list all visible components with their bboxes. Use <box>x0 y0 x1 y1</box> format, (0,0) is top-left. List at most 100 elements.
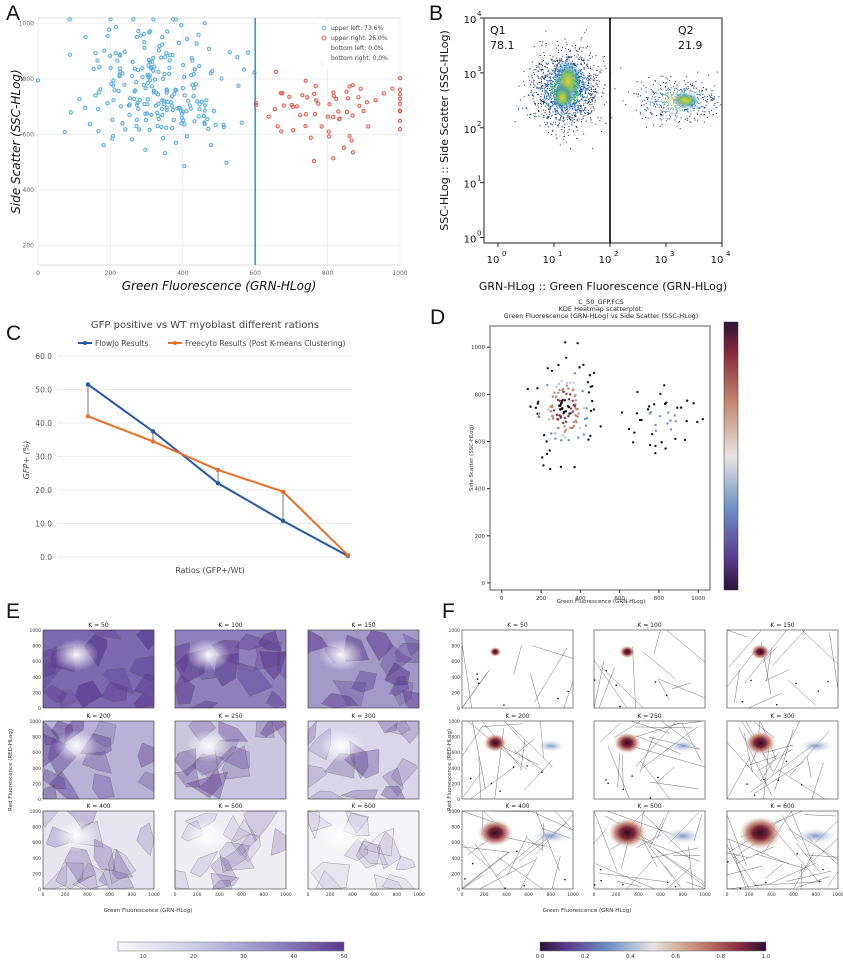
plot-b-event <box>576 129 578 131</box>
plot-b-event <box>572 130 574 132</box>
plot-b-event <box>580 39 582 41</box>
plot-b-event <box>537 75 539 77</box>
plot-f-ytick-label: 200 <box>451 690 460 696</box>
plot-a-point <box>381 91 387 96</box>
plot-b-event <box>597 66 599 68</box>
plot-b-event <box>541 82 543 84</box>
plot-b-event <box>592 89 594 91</box>
plot-b-event <box>562 55 564 57</box>
plot-b-event <box>584 92 586 94</box>
plot-d-point <box>560 399 564 403</box>
plot-d-point <box>562 387 565 391</box>
plot-f-voronoi-edge <box>462 772 482 798</box>
plot-b-event <box>593 78 595 80</box>
plot-b-event <box>573 102 575 104</box>
plot-b-event <box>538 106 540 108</box>
plot-b-event <box>665 101 667 103</box>
plot-b-event <box>549 54 551 56</box>
plot-d-point <box>561 421 565 425</box>
plot-f-point <box>741 700 744 703</box>
plot-b-event <box>579 56 581 58</box>
plot-a-point <box>129 73 135 79</box>
plot-b-event <box>590 95 592 97</box>
plot-b-event <box>567 134 569 136</box>
plot-b-event <box>575 105 577 107</box>
plot-f-voronoi-edge <box>593 810 618 872</box>
plot-e-xtick-label: 400 <box>215 892 224 898</box>
plot-a-point <box>98 87 103 92</box>
plot-e-voronoi-cell <box>42 684 68 704</box>
plot-a-point <box>184 109 189 114</box>
plot-b-event <box>687 85 689 87</box>
plot-b-event <box>679 110 681 112</box>
plot-b-xtick-label: 10 <box>655 255 668 266</box>
plot-f-background <box>462 721 573 799</box>
plot-c-point-freecyto <box>345 553 351 558</box>
plot-b-event <box>540 103 542 105</box>
plot-b-event <box>666 110 668 112</box>
plot-b-event <box>531 77 533 79</box>
plot-d-point <box>538 415 541 419</box>
plot-a-point <box>162 150 168 156</box>
plot-b-event <box>670 87 672 89</box>
plot-b-event <box>693 92 695 94</box>
plot-b-event <box>551 84 553 86</box>
plot-f-point <box>785 760 788 763</box>
plot-b-event <box>565 54 567 56</box>
plot-e-xtick-label: 800 <box>393 892 402 898</box>
plot-d-point <box>526 387 530 391</box>
plot-b-event <box>539 62 541 64</box>
plot-b-event <box>567 116 569 118</box>
plot-b-event <box>682 109 684 111</box>
plot-b-event <box>586 64 588 66</box>
plot-b-event <box>543 100 545 102</box>
plot-f-voronoi-edge <box>753 881 822 886</box>
plot-b-event <box>550 94 552 96</box>
plot-b-event <box>658 97 660 99</box>
plot-b-xtick-exponent: 3 <box>670 250 674 258</box>
plot-b-event <box>543 95 545 97</box>
plot-a-point <box>159 55 164 60</box>
plot-a-point <box>349 138 354 143</box>
plot-b-event <box>549 89 551 91</box>
plot-e-xtick-label: 600 <box>370 892 379 898</box>
plot-b-event <box>588 93 590 95</box>
plot-b-event <box>546 91 548 93</box>
plot-b-event <box>544 92 546 94</box>
plot-d-point <box>564 356 568 359</box>
plot-b-event <box>552 87 554 89</box>
plot-b-event <box>579 110 581 112</box>
plot-b-event <box>555 113 557 115</box>
plot-b-event <box>680 92 682 94</box>
plot-b-event <box>555 121 557 123</box>
plot-b-event <box>585 110 587 112</box>
plot-b-event <box>583 85 585 87</box>
plot-a-point <box>313 83 318 89</box>
plot-d-point <box>650 432 654 436</box>
plot-f-ytick-label: 600 <box>451 659 460 665</box>
plot-b-event <box>585 102 587 104</box>
plot-e-background <box>43 811 154 889</box>
plot-d-point <box>571 426 575 429</box>
plot-b-event <box>679 128 681 130</box>
plot-b-event <box>670 96 672 98</box>
plot-f-voronoi-edge <box>726 814 747 866</box>
plot-d-point <box>562 390 565 394</box>
plot-b-event <box>529 68 531 70</box>
plot-d-point <box>534 406 538 409</box>
plot-f-point <box>512 766 515 768</box>
plot-b-event <box>665 94 667 96</box>
plot-f-voronoi-edge <box>616 880 641 887</box>
plot-f-xtick-label: 0 <box>461 892 464 898</box>
plot-b-event <box>559 144 561 146</box>
plot-b-event <box>581 119 583 121</box>
plot-b-event <box>547 102 549 104</box>
plot-d-point <box>568 412 571 415</box>
plot-b-event <box>570 105 572 107</box>
plot-b-event <box>665 92 667 94</box>
plot-b-event <box>528 76 530 78</box>
plot-a-point <box>188 106 193 111</box>
plot-b-event <box>557 111 559 113</box>
plot-b-event <box>594 91 596 93</box>
plot-b-event <box>718 96 720 98</box>
